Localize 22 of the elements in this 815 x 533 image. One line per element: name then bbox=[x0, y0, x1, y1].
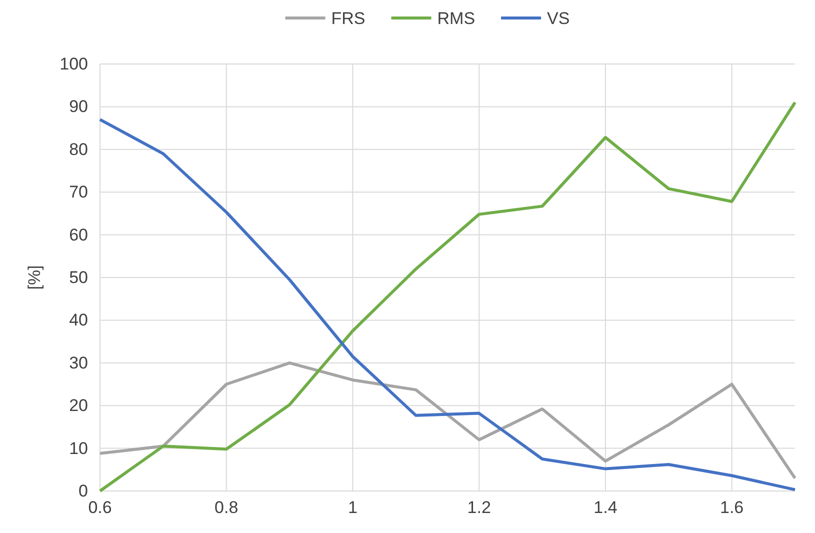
legend-label: VS bbox=[547, 9, 570, 28]
y-tick-label: 30 bbox=[69, 353, 88, 372]
line-series bbox=[98, 361, 796, 480]
y-tick-label: 100 bbox=[60, 54, 88, 74]
y-tick-label: 90 bbox=[69, 97, 88, 116]
x-tick-label: 1.6 bbox=[720, 498, 744, 518]
y-tick-label: 40 bbox=[69, 310, 88, 330]
y-tick-label: 50 bbox=[69, 268, 88, 287]
legend-label: RMS bbox=[437, 9, 476, 28]
y-tick-label: 10 bbox=[69, 438, 88, 458]
x-tick-label: 1.2 bbox=[467, 498, 491, 518]
y-tick-label: 60 bbox=[69, 225, 88, 244]
y-tick-label: 80 bbox=[69, 140, 88, 159]
y-tick-label: 0 bbox=[78, 481, 88, 500]
x-tick-label: 1 bbox=[348, 498, 358, 518]
y-tick-label: 70 bbox=[69, 182, 88, 202]
y-axis-title: [%] bbox=[25, 265, 44, 290]
legend-label: FRS bbox=[331, 9, 366, 28]
y-tick-label: 20 bbox=[69, 396, 88, 416]
x-tick-label: 1.4 bbox=[594, 498, 618, 518]
x-tick-label: 0.8 bbox=[214, 498, 238, 518]
x-tick-label: 0.6 bbox=[88, 498, 112, 518]
